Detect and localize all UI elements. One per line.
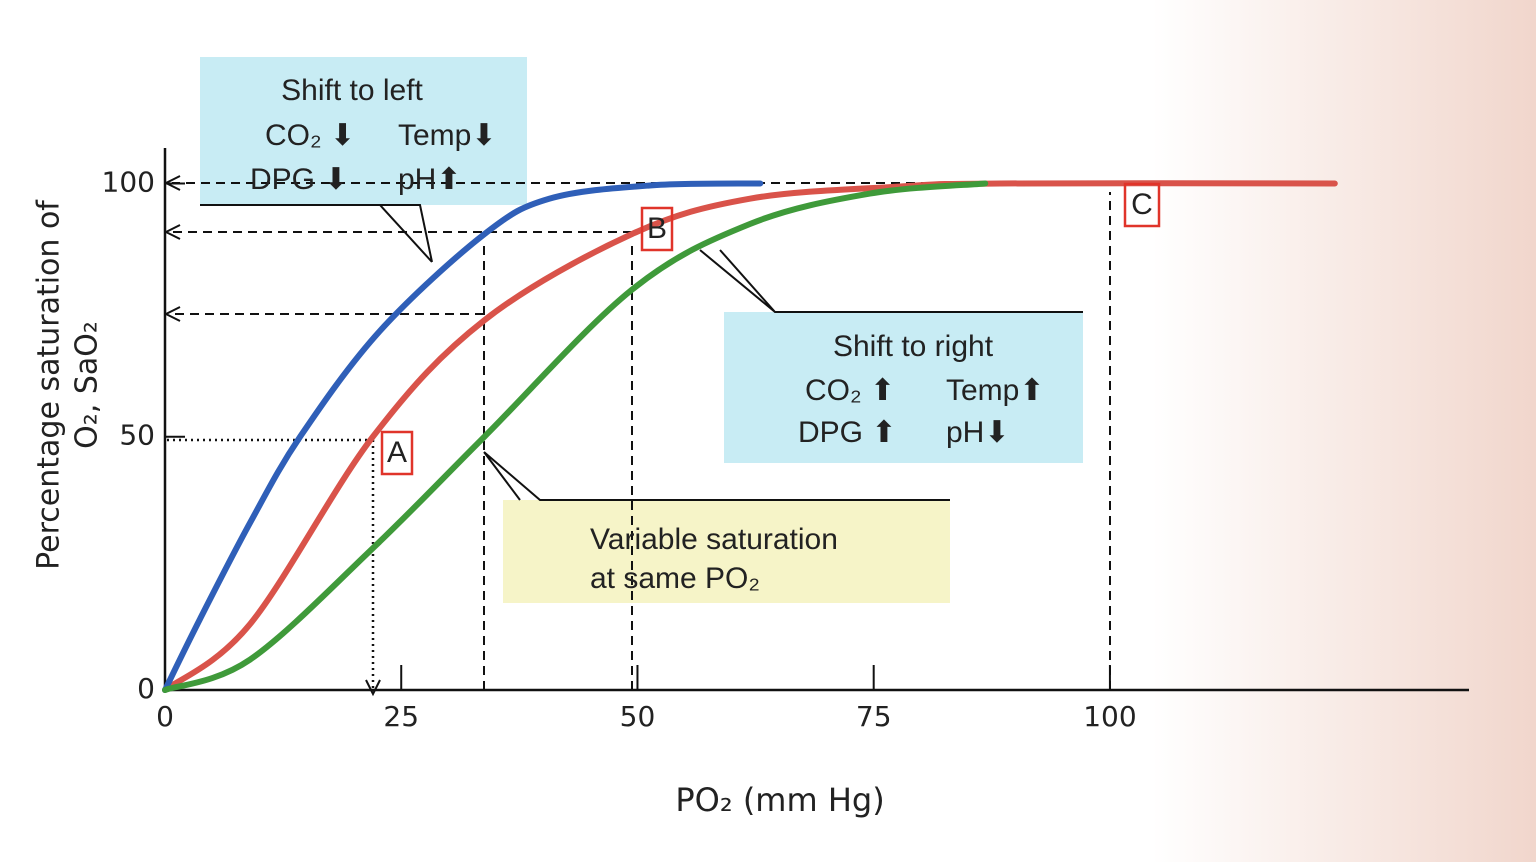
annotation: pH⬆ [398, 163, 462, 196]
annotation: pH⬇ [946, 416, 1010, 449]
annotation: DPG ⬆ [798, 416, 896, 449]
x-tick-label: 50 [620, 700, 656, 733]
right-box [724, 312, 1083, 463]
point-box [1123, 182, 1161, 228]
curve [162, 180, 1338, 693]
point-label: C [1131, 188, 1153, 221]
point-box [380, 430, 414, 476]
annotation: DPG ⬇ [250, 163, 348, 196]
annotation: CO₂ ⬇ [265, 119, 355, 152]
y-axis-label: Percentage saturation of [32, 199, 67, 570]
x-axis-label: PO₂ (mm Hg) [675, 781, 884, 819]
pointer [483, 451, 950, 501]
curve [162, 180, 764, 693]
annotation: at same PO₂ [590, 562, 760, 595]
annotation: Shift to right [833, 330, 994, 363]
left-box [200, 57, 527, 205]
y-tick-label: 100 [102, 165, 155, 198]
x-tick-label: 25 [383, 700, 419, 733]
annotation: Variable saturation [590, 523, 838, 556]
y-tick-label: 50 [119, 419, 155, 452]
annotation: CO₂ ⬆ [805, 374, 895, 407]
annotation: Temp⬇ [398, 119, 497, 152]
x-tick-label: 0 [156, 700, 174, 733]
point-label: B [647, 212, 667, 245]
y-axis-label: O₂, SaO₂ [70, 321, 105, 449]
pointer [200, 204, 1083, 313]
guide [165, 438, 375, 690]
point-label: A [387, 436, 407, 469]
point-box [640, 206, 674, 252]
x-tick-label: 100 [1083, 700, 1136, 733]
y-tick-label: 0 [137, 672, 155, 705]
annotation: Shift to left [281, 74, 423, 107]
variable-box [503, 500, 950, 603]
curve [162, 180, 989, 693]
curves [162, 180, 1338, 693]
x-tick-label: 75 [856, 700, 892, 733]
annotation: Temp⬆ [946, 374, 1045, 407]
axes: 0 50 100 0 25 50 75 100 [102, 148, 1469, 733]
